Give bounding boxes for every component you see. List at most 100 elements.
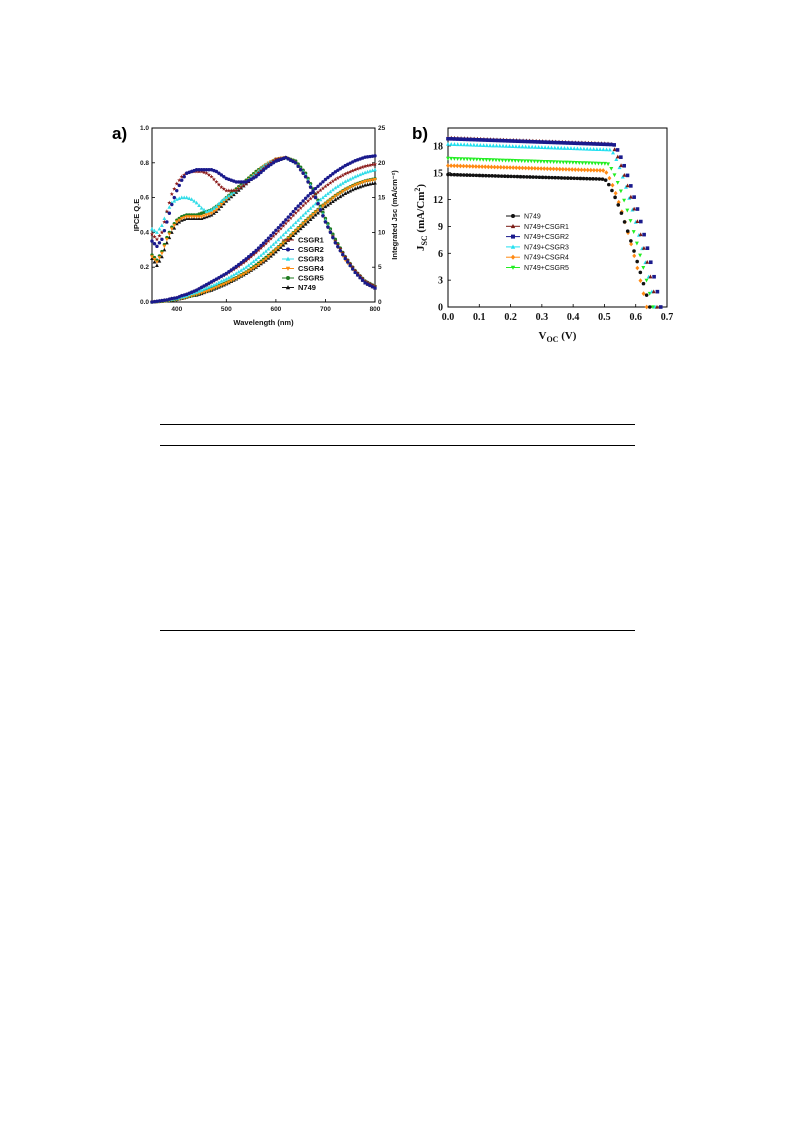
jsc-point: [209, 287, 214, 292]
jsc-point: [253, 250, 259, 255]
jv-point: [458, 142, 463, 147]
jsc-point: [224, 276, 229, 281]
jv-point: [562, 176, 567, 180]
jsc-point: [172, 296, 176, 300]
jsc-point: [323, 177, 328, 182]
ipce-point: [266, 162, 271, 167]
jsc-point: [244, 271, 249, 275]
jsc-point: [237, 262, 241, 267]
ipce-point: [160, 237, 164, 242]
jv-point: [484, 173, 488, 178]
jv-point: [528, 175, 532, 179]
jv-point: [502, 138, 507, 143]
jsc-point: [286, 227, 291, 232]
jv-point: [520, 144, 525, 149]
jsc-point: [266, 255, 271, 259]
ipce-point: [258, 168, 264, 173]
jsc-point: [313, 186, 318, 191]
jsc-point: [293, 210, 298, 215]
jv-point: [458, 163, 463, 169]
series-n749-b: [446, 172, 652, 309]
ipce-point: [350, 264, 355, 269]
ipce-point: [167, 205, 172, 209]
legend-label-b: N749+CSGR1: [524, 224, 569, 231]
legend-label-a: CSGR3: [298, 255, 324, 264]
jv-point: [550, 175, 554, 180]
jsc-point: [254, 264, 258, 269]
jv-point: [522, 159, 527, 164]
ipce-point: [175, 188, 179, 193]
jsc-point: [197, 287, 201, 291]
legend-marker-b: [510, 254, 516, 260]
y-tick-label-b: 18: [433, 141, 443, 152]
jv-point: [522, 139, 527, 144]
jsc-point: [303, 222, 308, 226]
jsc-point: [286, 215, 290, 219]
jsc-point: [318, 188, 323, 193]
ipce-chart: a) 400 500 600 700 800 0.0 0.2 0.4 0.6 0.8 1.0 0 5 10…: [112, 124, 399, 327]
jsc-point: [217, 275, 221, 280]
jv-point: [556, 145, 561, 150]
jv-point: [449, 172, 453, 177]
ipce-point: [202, 168, 206, 172]
jsc-point: [353, 183, 358, 188]
jsc-point: [348, 188, 353, 193]
jv-point: [472, 137, 477, 142]
jv-point: [503, 158, 508, 163]
ipce-point: [256, 170, 261, 175]
jsc-point: [274, 240, 278, 244]
jv-point: [606, 162, 611, 167]
jsc-point: [162, 298, 167, 302]
jv-point: [638, 278, 643, 283]
ipce-point: [164, 237, 169, 242]
jsc-point: [353, 174, 358, 179]
jsc-point: [363, 180, 367, 184]
jv-point: [479, 138, 484, 142]
jv-point: [615, 180, 620, 185]
jsc-point: [313, 201, 318, 206]
jsc-point: [311, 215, 315, 219]
jv-point: [591, 167, 596, 173]
ipce-point: [167, 232, 172, 237]
jsc-point: [333, 194, 338, 199]
jsc-point: [261, 241, 266, 245]
jv-point: [655, 289, 660, 294]
jsc-point: [328, 180, 333, 185]
jsc-point: [276, 228, 281, 233]
jv-chart: b) 0.0 0.1 0.2 0.3 0.4 0.5 0.6 0.7 0 3 6 9 12 15 18 VOC…: [412, 124, 673, 344]
jsc-point: [301, 203, 306, 208]
jsc-point: [370, 162, 375, 167]
y2-axis-label-a: Integrated Jsc (mA/cm⁻²): [390, 170, 399, 260]
jsc-point: [296, 204, 300, 208]
ipce-point: [184, 195, 189, 200]
ipce-point: [219, 173, 224, 177]
jv-point: [523, 165, 528, 171]
jsc-point: [241, 260, 246, 265]
ipce-point: [199, 206, 204, 210]
jv-point: [519, 139, 523, 144]
ipce-point: [207, 168, 211, 172]
jv-point: [557, 166, 562, 172]
jv-point: [589, 142, 593, 146]
jv-point: [499, 174, 504, 178]
jsc-point: [350, 168, 355, 173]
jsc-point: [363, 155, 367, 159]
jsc-point: [338, 191, 343, 196]
jsc-point: [199, 285, 204, 290]
jv-point: [615, 148, 620, 152]
jv-point: [537, 175, 542, 180]
ipce-point: [160, 223, 164, 227]
jsc-point: [241, 259, 246, 263]
jv-point: [625, 229, 630, 233]
jsc-point: [278, 243, 283, 248]
jsc-point: [232, 266, 236, 270]
ipce-point: [224, 195, 229, 200]
jv-point: [469, 137, 474, 142]
ipce-point: [222, 175, 226, 179]
jsc-point: [239, 268, 244, 272]
y-tick-label-a: 0.8: [140, 160, 149, 167]
jv-point: [547, 175, 551, 180]
jsc-point: [294, 207, 298, 211]
ipce-point: [360, 278, 365, 282]
jsc-point: [325, 182, 331, 187]
